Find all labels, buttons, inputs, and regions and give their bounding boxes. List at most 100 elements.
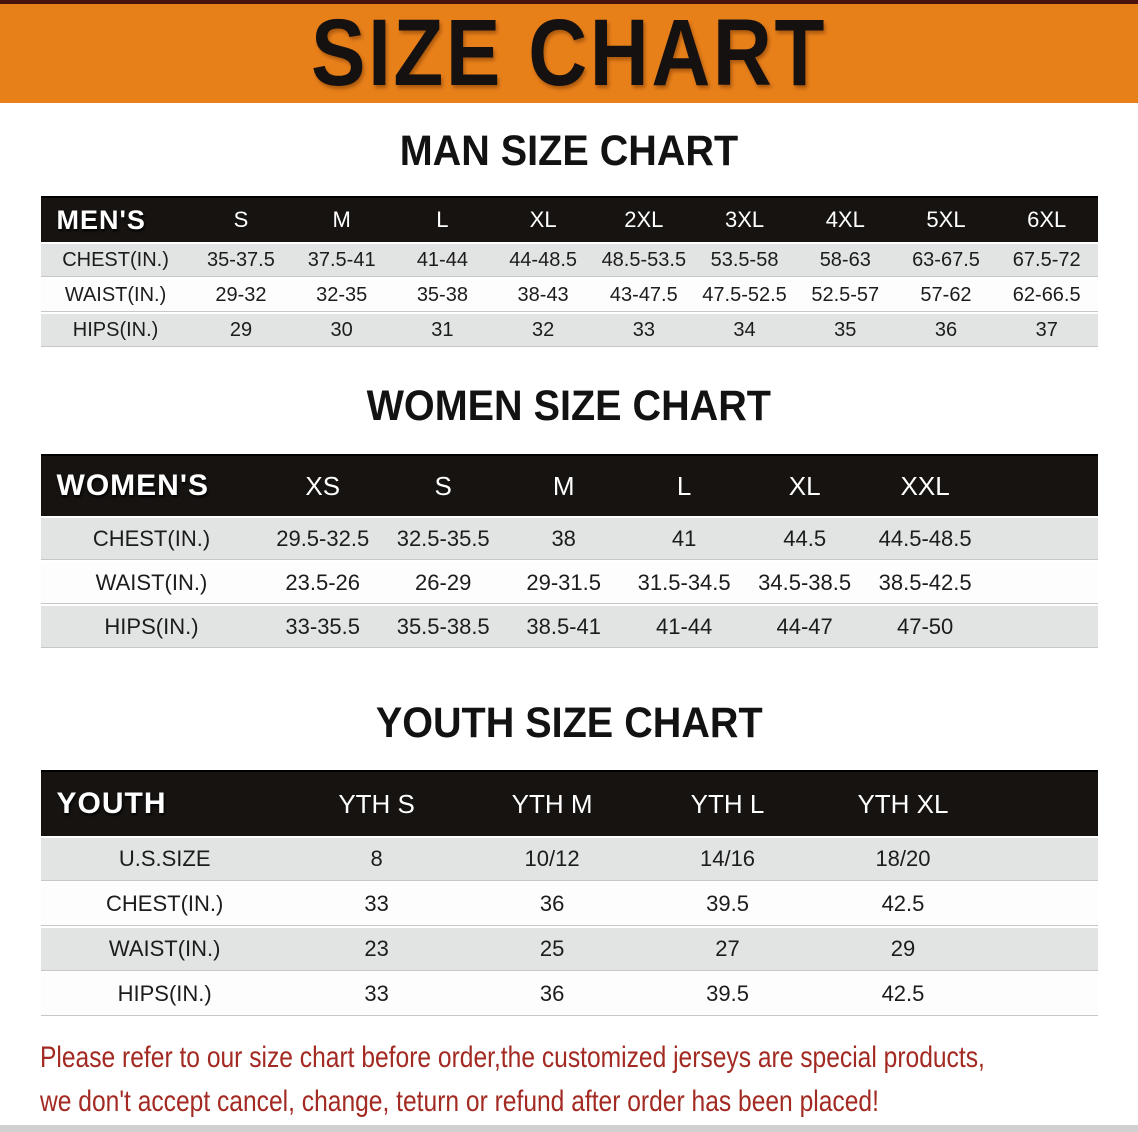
size-value-cell: 44.5 (783, 525, 827, 551)
size-value-cell: 67.5-72 (1012, 248, 1081, 271)
size-value-cell: 33 (632, 318, 655, 341)
banner: SIZE CHART (0, 4, 1138, 103)
size-value-cell: 44-48.5 (509, 248, 578, 271)
row-label: CHEST(IN.) (62, 248, 169, 271)
table-row: WAIST(IN.) 29-32 32-35 35-38 38-43 43-47.5 47.… (40, 279, 1098, 312)
size-column-header: L (676, 470, 692, 501)
size-value-cell: 25 (539, 936, 565, 961)
size-value-cell: 48.5-53.5 (601, 248, 687, 271)
size-value-cell: 34.5-38.5 (758, 569, 852, 595)
size-value-cell: 8 (370, 846, 383, 871)
size-value-cell: 37.5-41 (307, 248, 376, 271)
size-value-cell: 23.5-26 (285, 569, 361, 595)
size-value-cell: 34 (733, 318, 756, 341)
size-column-header: S (434, 470, 452, 501)
table-row: WAIST(IN.) 23 25 27 29 (40, 928, 1098, 971)
men-size-section: MAN SIZE CHART MEN'S S M L XL 2XL 3XL 4XL 5XL 6X… (0, 128, 1138, 347)
size-value-cell: 57-62 (920, 283, 972, 306)
women-table-body: CHEST(IN.) 29.5-32.5 32.5-35.5 38 41 44.5 44.5… (40, 518, 1098, 648)
size-value-cell: 42.5 (881, 891, 925, 916)
men-size-table: MEN'S S M L XL 2XL 3XL 4XL 5XL 6XL CHEST(IN.) 35-… (40, 196, 1098, 347)
size-column-header: L (436, 207, 449, 232)
row-label: U.S.SIZE (118, 846, 211, 871)
size-column-header: XL (788, 470, 821, 501)
size-value-cell: 53.5-58 (710, 248, 779, 271)
row-spacer (991, 973, 1098, 1015)
size-value-cell: 29 (890, 936, 916, 961)
size-value-cell: 47.5-52.5 (702, 283, 787, 306)
size-value-cell: 35-38 (416, 283, 468, 306)
youth-size-table: YOUTH YTH S YTH M YTH L YTH XL U.S.SIZE 8 10/… (40, 770, 1098, 1016)
disclaimer-line-1: Please refer to our size chart before or… (40, 1041, 985, 1074)
size-value-cell: 29 (229, 318, 253, 341)
size-value-cell: 39.5 (706, 891, 749, 916)
row-label: WAIST(IN.) (108, 936, 221, 961)
size-value-cell: 38-43 (517, 283, 569, 306)
youth-size-section: YOUTH SIZE CHART YOUTH YTH S YTH M YTH L YT… (0, 700, 1138, 1016)
size-value-cell: 36 (539, 891, 565, 916)
size-value-cell: 41-44 (416, 248, 468, 271)
size-value-cell: 44.5-48.5 (878, 525, 972, 551)
banner-title: SIZE CHART (311, 4, 827, 103)
size-column-header: M (332, 207, 351, 232)
size-value-cell: 14/16 (699, 846, 756, 871)
size-value-cell: 27 (715, 936, 740, 961)
size-value-cell: 33 (364, 891, 389, 916)
women-section-heading: WOMEN SIZE CHART (0, 383, 1138, 429)
size-value-cell: 38 (551, 525, 576, 551)
size-value-cell: 41-44 (656, 613, 713, 639)
size-column-header: 4XL (825, 207, 865, 232)
row-spacer (991, 883, 1098, 925)
size-column-header: YTH S (338, 788, 415, 819)
size-column-header: YTH XL (857, 788, 949, 819)
size-value-cell: 41 (671, 525, 697, 551)
row-spacer (985, 518, 1097, 559)
size-value-cell: 31 (431, 318, 454, 341)
size-column-header: XS (305, 470, 341, 501)
size-value-cell: 58-63 (819, 248, 871, 271)
size-value-cell: 26-29 (415, 569, 472, 595)
size-column-header: XXL (900, 470, 950, 501)
youth-table-body: U.S.SIZE 8 10/12 14/16 18/20 CHEST(IN.) 33 36 39… (40, 838, 1098, 1016)
header-spacer (985, 456, 1097, 516)
size-value-cell: 30 (330, 318, 353, 341)
size-value-cell: 23 (364, 936, 389, 961)
row-label: HIPS(IN.) (72, 318, 159, 341)
size-value-cell: 37 (1035, 318, 1058, 341)
size-value-cell: 32-35 (316, 283, 368, 306)
size-value-cell: 62-66.5 (1012, 283, 1081, 306)
size-value-cell: 38.5-42.5 (878, 569, 972, 595)
size-column-header: 2XL (624, 207, 664, 232)
size-value-cell: 35.5-38.5 (396, 613, 490, 639)
size-value-cell: 44-47 (776, 613, 833, 639)
table-row: HIPS(IN.) 33 36 39.5 42.5 (40, 973, 1098, 1016)
row-label: HIPS(IN.) (104, 613, 199, 639)
row-spacer (991, 928, 1098, 970)
table-row: CHEST(IN.) 33 36 39.5 42.5 (40, 883, 1098, 926)
size-value-cell: 63-67.5 (912, 248, 980, 271)
size-value-cell: 42.5 (881, 981, 925, 1006)
women-size-table: WOMEN'S XS S M L XL XXL CHEST(IN.) 29.5-32.5 32… (40, 454, 1098, 648)
size-value-cell: 32.5-35.5 (396, 525, 490, 551)
table-row: WAIST(IN.) 23.5-26 26-29 29-31.5 31.5-34.5 34… (40, 562, 1098, 604)
size-column-header: YTH M (511, 788, 593, 819)
row-spacer (985, 562, 1097, 603)
size-value-cell: 35-37.5 (207, 248, 275, 271)
size-value-cell: 47-50 (896, 613, 954, 639)
size-value-cell: 39.5 (706, 981, 749, 1006)
header-spacer (991, 772, 1098, 836)
disclaimer-text: Please refer to our size chart before or… (40, 1036, 1138, 1124)
top-border-line (0, 0, 1138, 4)
size-value-cell: 36 (539, 981, 565, 1006)
men-table-header-label: MEN'S (56, 204, 146, 235)
size-column-header: 6XL (1027, 207, 1067, 232)
youth-section-heading-text: YOUTH SIZE CHART (375, 699, 763, 747)
size-value-cell: 31.5-34.5 (637, 569, 731, 595)
size-value-cell: 35 (834, 318, 857, 341)
men-section-heading: MAN SIZE CHART (0, 128, 1138, 174)
size-value-cell: 29-31.5 (526, 569, 601, 595)
row-spacer (991, 838, 1098, 880)
youth-table-header-label: YOUTH (56, 787, 167, 820)
row-label: CHEST(IN.) (92, 525, 211, 551)
